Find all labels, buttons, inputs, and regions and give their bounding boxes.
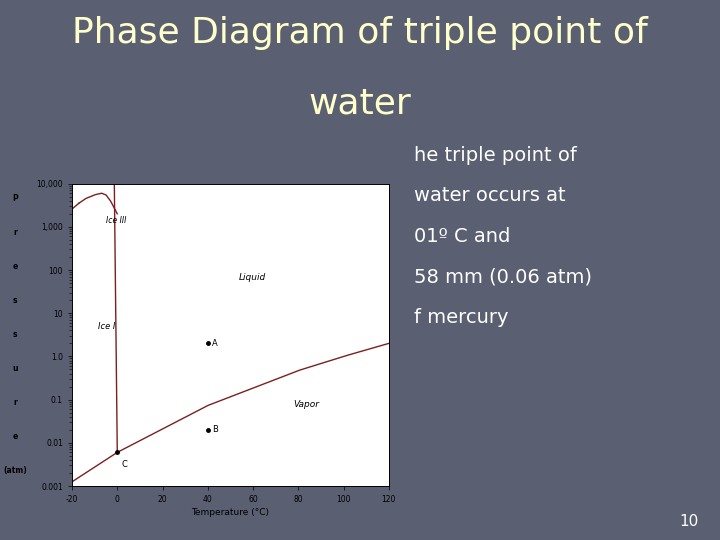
Text: A: A [212,339,218,348]
Text: water occurs at: water occurs at [414,186,566,205]
Text: 58 mm (0.06 atm): 58 mm (0.06 atm) [414,267,592,286]
Text: r: r [13,399,17,407]
Text: he triple point of: he triple point of [414,146,577,165]
Text: Vapor: Vapor [294,400,320,409]
Text: r: r [13,228,17,237]
Text: water: water [309,86,411,120]
Text: f mercury: f mercury [414,308,508,327]
Text: 01º C and: 01º C and [414,227,510,246]
Text: C: C [122,460,127,469]
Text: e: e [12,262,17,271]
Text: 10: 10 [679,514,698,529]
Text: P: P [12,194,18,203]
Text: s: s [13,330,17,339]
Text: e: e [12,433,17,441]
Text: Liquid: Liquid [239,273,266,282]
Text: u: u [12,364,18,373]
Text: Ice III: Ice III [106,216,127,225]
Text: (atm): (atm) [3,467,27,475]
Text: Phase Diagram of triple point of: Phase Diagram of triple point of [72,16,648,50]
Text: s: s [13,296,17,305]
X-axis label: Temperature (°C): Temperature (°C) [192,508,269,517]
Text: Ice I: Ice I [98,322,115,331]
Text: B: B [212,426,218,434]
